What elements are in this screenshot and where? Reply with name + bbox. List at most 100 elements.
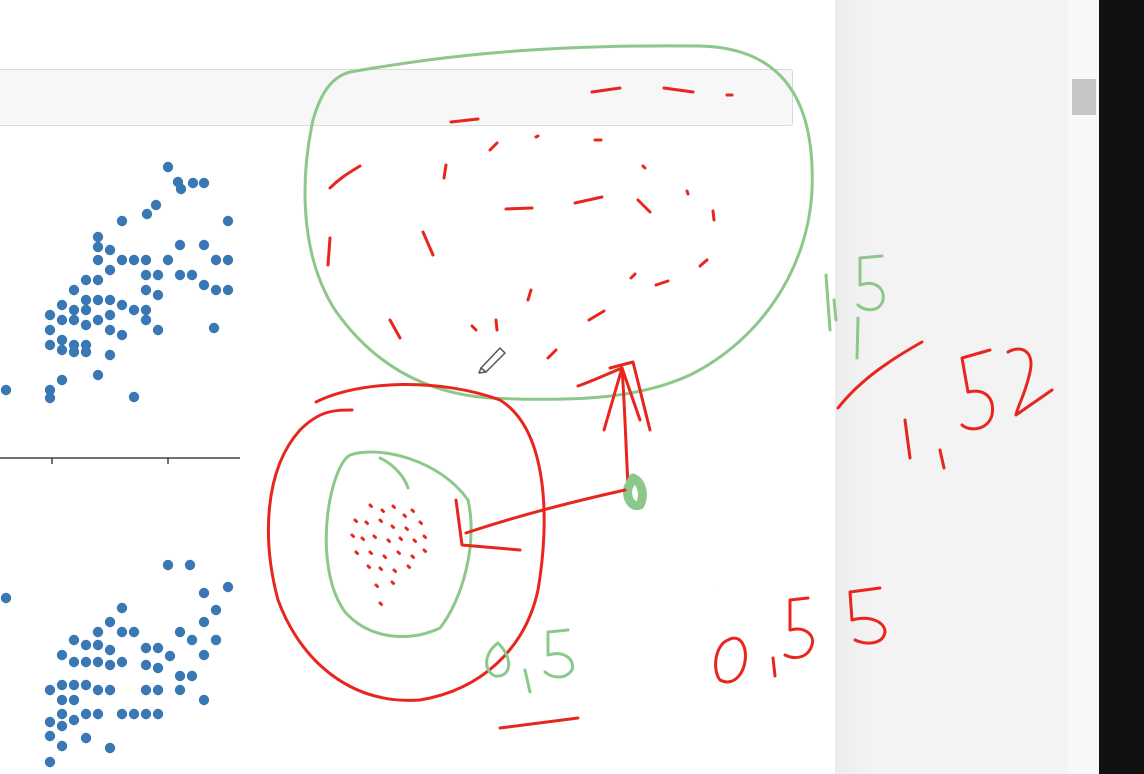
scatter-point (186, 634, 198, 646)
scatter-point (56, 649, 68, 661)
scatter-point (68, 694, 80, 706)
scatter-point (140, 304, 152, 316)
scatter-point (140, 684, 152, 696)
scatter-point (140, 659, 152, 671)
red-dot (398, 536, 403, 541)
scatter-point (92, 708, 104, 720)
scatter-point (92, 294, 104, 306)
upper-scatter-points (0, 161, 234, 404)
red-dot (410, 554, 415, 559)
scatter-point (56, 344, 68, 356)
red-dot-cluster (350, 503, 427, 606)
scatter-point (140, 642, 152, 654)
green-fraction-numerator: 1,5 (824, 250, 826, 251)
red-connector-line (454, 488, 627, 552)
scatter-point (198, 587, 210, 599)
scrollbar-track[interactable] (1068, 0, 1099, 774)
scatter-point (80, 346, 92, 358)
scatter-point (140, 254, 152, 266)
scatter-point (198, 239, 210, 251)
scatter-point (128, 391, 140, 403)
scatter-point (104, 659, 116, 671)
scatter-point (116, 708, 128, 720)
red-dot (354, 550, 359, 555)
scatter-point (140, 708, 152, 720)
scatter-point (80, 679, 92, 691)
green-fraction-strokes (824, 254, 885, 360)
scatter-point (80, 732, 92, 744)
red-dot (402, 513, 407, 518)
scatter-point (44, 392, 56, 404)
green-small-label-strokes (485, 628, 575, 694)
scatter-point (152, 708, 164, 720)
scatter-point (92, 369, 104, 381)
red-dot (404, 526, 409, 531)
scatter-point (68, 346, 80, 358)
scatter-point (152, 269, 164, 281)
scatter-point (150, 199, 162, 211)
scatter-point (44, 716, 56, 728)
scatter-point (140, 314, 152, 326)
scatter-point (80, 708, 92, 720)
scatter-point (92, 639, 104, 651)
scatter-point (56, 708, 68, 720)
scatter-point (56, 740, 68, 752)
scatter-point (174, 626, 186, 638)
scatter-plots-area (0, 161, 240, 768)
red-dot (380, 508, 385, 513)
scatter-point (186, 670, 198, 682)
scatter-point (68, 314, 80, 326)
scatter-point (92, 254, 104, 266)
scatter-point (56, 694, 68, 706)
scatter-point (92, 656, 104, 668)
scatter-point (208, 322, 220, 334)
green-inner-stroke (378, 456, 410, 490)
scatter-point (116, 215, 128, 227)
scatter-point (44, 309, 56, 321)
scatter-point (80, 274, 92, 286)
scatter-point (92, 314, 104, 326)
scatter-point (175, 183, 187, 195)
scatter-point (44, 324, 56, 336)
scatter-point (56, 299, 68, 311)
scatter-point (0, 384, 12, 396)
scatter-point (104, 349, 116, 361)
scatter-point (104, 742, 116, 754)
scatter-point (140, 269, 152, 281)
red-dot (418, 520, 423, 525)
notebook-cell-input[interactable] (0, 69, 793, 126)
red-dot (372, 534, 377, 539)
red-dash-marks (326, 86, 734, 360)
red-dot (390, 580, 395, 585)
red-circle-outline (266, 383, 546, 702)
notebook-canvas (0, 69, 793, 768)
scatter-point (210, 284, 222, 296)
scatter-point (222, 284, 234, 296)
scatter-point (128, 304, 140, 316)
scatter-point (104, 294, 116, 306)
scatter-point (68, 634, 80, 646)
scatter-point (80, 656, 92, 668)
scatter-point (210, 634, 222, 646)
scatter-point (92, 684, 104, 696)
scatter-point (222, 215, 234, 227)
scatter-point (80, 319, 92, 331)
red-dot (368, 550, 373, 555)
scatter-point (68, 656, 80, 668)
scatter-point (187, 177, 199, 189)
scatter-point (164, 650, 176, 662)
scatter-point (116, 602, 128, 614)
scrollbar-thumb[interactable] (1072, 79, 1096, 115)
scatter-point (104, 644, 116, 656)
red-dot (422, 548, 427, 553)
red-underline (498, 716, 580, 730)
scatter-point (186, 269, 198, 281)
scatter-point (152, 662, 164, 674)
pen-cursor-icon (478, 347, 506, 374)
scatter-point (198, 694, 210, 706)
scatter-point (152, 642, 164, 654)
red-dot (366, 564, 371, 569)
red-dot (406, 564, 411, 569)
red-dot (378, 518, 383, 523)
